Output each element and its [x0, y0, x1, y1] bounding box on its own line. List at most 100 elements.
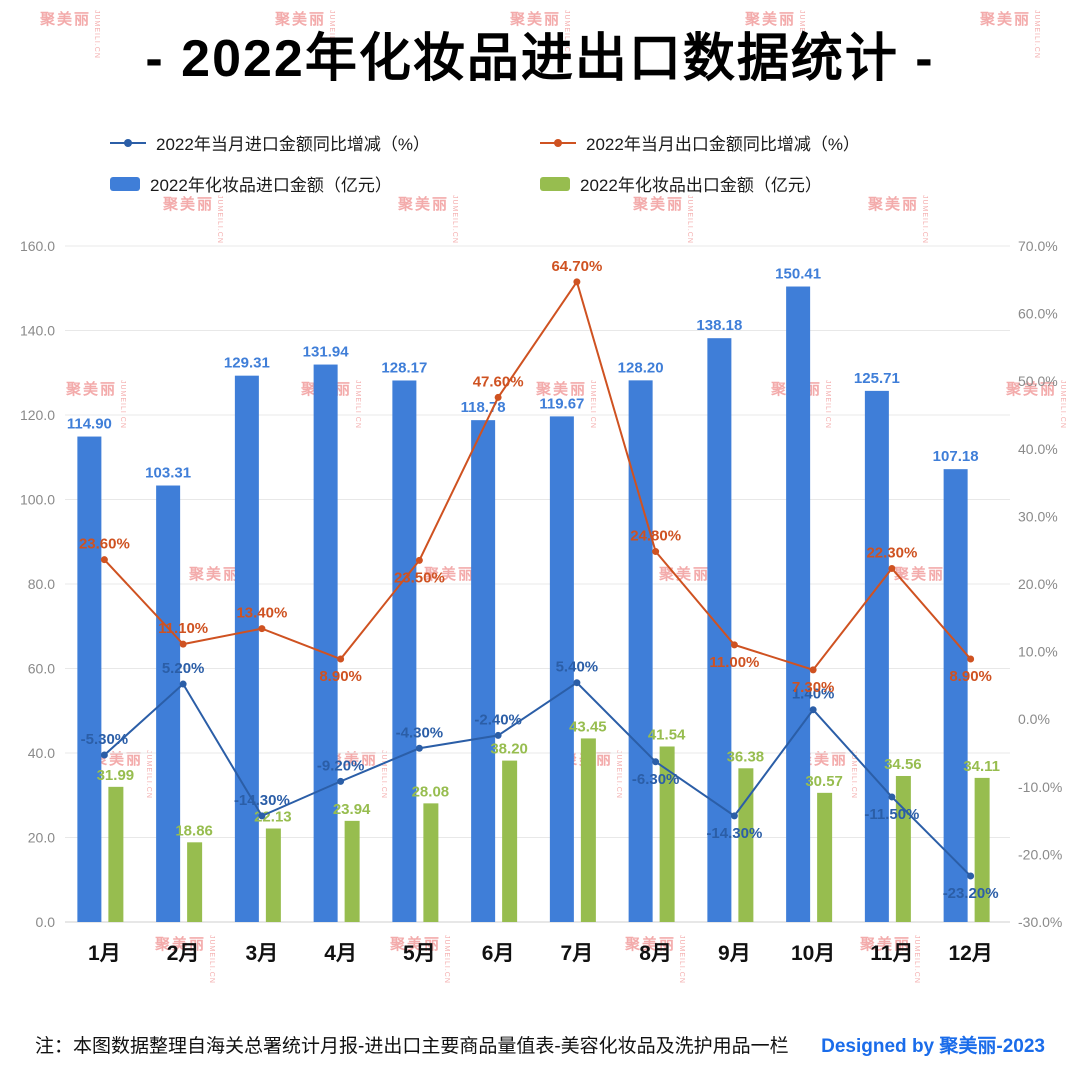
export-amount-bar	[738, 768, 754, 922]
import-yoy-point	[809, 706, 817, 714]
month-label: 4月	[324, 942, 357, 965]
import-amount-value-label: 138.18	[696, 317, 742, 334]
export-yoy-point	[652, 548, 660, 556]
month-label: 9月	[718, 942, 751, 965]
export-amount-value-label: 41.54	[648, 726, 686, 743]
import-amount-value-label: 103.31	[145, 465, 191, 482]
import-amount-bar	[549, 416, 574, 922]
import-amount-bar	[156, 485, 181, 922]
export-yoy-point	[809, 666, 817, 674]
export-line-marker-icon	[540, 141, 576, 144]
import-yoy-point	[573, 679, 581, 687]
import-yoy-value-label: -2.40%	[474, 711, 522, 728]
right-axis-tick: 40.0%	[1018, 441, 1058, 457]
import-amount-value-label: 118.78	[461, 399, 506, 416]
month-label: 1月	[88, 942, 121, 965]
legend-label-export-yoy: 2022年当月出口金额同比增减（%）	[586, 135, 860, 154]
left-axis-tick: 80.0	[28, 576, 55, 592]
import-amount-value-label: 129.31	[224, 355, 270, 372]
export-amount-bar	[580, 738, 596, 922]
import-yoy-point	[179, 680, 187, 688]
export-amount-value-label: 23.94	[333, 801, 371, 818]
import-yoy-value-label: -14.30%	[706, 825, 762, 842]
export-yoy-value-label: 47.60%	[473, 373, 524, 390]
import-amount-value-label: 150.41	[775, 266, 821, 283]
month-label: 6月	[482, 942, 515, 965]
legend-item-import-amount: 2022年化妆品进口金额（亿元）	[110, 171, 540, 196]
export-yoy-point	[494, 393, 502, 401]
left-axis-tick: 20.0	[28, 830, 55, 846]
month-label: 12月	[948, 942, 992, 965]
import-yoy-value-label: -6.30%	[632, 771, 680, 788]
export-yoy-value-label: 8.90%	[949, 668, 992, 685]
export-amount-bar	[108, 786, 124, 922]
credit: Designed by 聚美丽-2023	[821, 1036, 1045, 1057]
export-yoy-point	[179, 640, 187, 648]
legend: 2022年当月进口金额同比增减（%） 2022年当月出口金额同比增减（%） 20…	[110, 130, 970, 196]
right-axis-tick: -20.0%	[1018, 846, 1062, 862]
export-amount-bar	[344, 820, 360, 922]
right-axis-tick: 30.0%	[1018, 508, 1058, 524]
export-amount-bar	[502, 760, 518, 922]
export-yoy-value-label: 24.80%	[630, 528, 681, 545]
export-yoy-line	[103, 279, 972, 672]
export-amount-bar	[265, 828, 281, 922]
export-yoy-value-label: 23.50%	[394, 569, 445, 586]
import-yoy-point	[100, 751, 108, 759]
import-yoy-value-label: -5.30%	[81, 731, 129, 748]
left-axis-tick: 0.0	[36, 914, 56, 930]
export-yoy-point	[730, 641, 738, 649]
export-yoy-point	[573, 278, 581, 286]
export-amount-value-label: 28.08	[412, 783, 450, 800]
export-yoy-value-label: 22.30%	[866, 544, 917, 561]
export-yoy-value-label: 11.10%	[158, 620, 208, 637]
import-yoy-value-label: 5.20%	[162, 660, 205, 677]
import-amount-bar	[628, 380, 653, 922]
export-yoy-point	[337, 655, 345, 663]
export-amount-bar	[187, 842, 203, 922]
legend-item-export-amount: 2022年化妆品出口金额（亿元）	[540, 171, 970, 196]
right-axis-tick: -10.0%	[1018, 779, 1062, 795]
import-amount-value-label: 128.20	[618, 359, 664, 376]
right-axis-tick: 20.0%	[1018, 576, 1058, 592]
import-amount-bar	[786, 286, 811, 922]
right-axis-tick: 10.0%	[1018, 644, 1058, 660]
export-yoy-point	[258, 625, 266, 633]
import-yoy-point	[730, 812, 738, 820]
left-axis-tick: 160.0	[20, 238, 55, 254]
import-amount-value-label: 119.67	[539, 395, 584, 412]
import-bar-marker-icon	[110, 176, 140, 191]
export-amount-value-label: 22.13	[254, 809, 292, 826]
import-amount-bar	[707, 338, 732, 922]
import-yoy-value-label: -23.20%	[943, 885, 999, 902]
left-axis-tick: 40.0	[28, 745, 55, 761]
import-amount-bar	[864, 390, 889, 922]
export-yoy-point	[100, 556, 108, 564]
import-amount-value-label: 125.71	[854, 370, 900, 387]
chart-area: 0.0 20.0 40.0 60.0 80.0 100.0 120.0 140.0 160.0 -…	[0, 228, 1080, 992]
left-axis-tick: 60.0	[28, 661, 55, 677]
legend-item-export-yoy: 2022年当月出口金额同比增减（%）	[540, 130, 970, 155]
export-yoy-value-label: 11.00%	[709, 654, 759, 671]
right-axis-tick: -30.0%	[1018, 914, 1062, 930]
import-amount-bar	[234, 375, 259, 922]
export-amount-bar	[974, 777, 990, 922]
month-label: 8月	[639, 942, 672, 965]
import-line-marker-icon	[110, 141, 146, 144]
export-amount-bar	[817, 792, 833, 922]
import-yoy-value-label: 5.40%	[556, 659, 599, 676]
export-yoy-value-label: 8.90%	[319, 668, 362, 685]
month-label: 11月	[870, 942, 913, 965]
month-label: 5月	[403, 942, 436, 965]
month-label: 2月	[167, 942, 200, 965]
import-amount-bar	[471, 420, 496, 922]
right-axis-tick: 60.0%	[1018, 306, 1058, 322]
export-amount-bar	[423, 803, 439, 922]
export-amount-value-label: 36.38	[727, 748, 765, 765]
import-amount-value-label: 107.18	[933, 448, 979, 465]
import-yoy-value-label: 1.40%	[792, 686, 835, 703]
import-yoy-value-label: -11.50%	[864, 806, 919, 823]
export-amount-value-label: 31.99	[97, 767, 135, 784]
